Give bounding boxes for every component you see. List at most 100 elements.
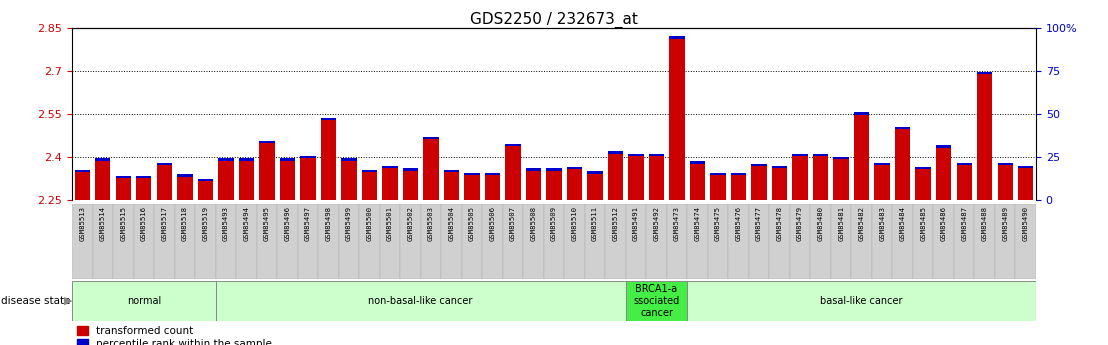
Bar bbox=[628, 154, 644, 200]
FancyBboxPatch shape bbox=[687, 204, 708, 279]
Bar bbox=[874, 163, 890, 200]
Bar bbox=[177, 174, 193, 177]
Bar bbox=[505, 144, 521, 200]
Bar bbox=[731, 173, 747, 200]
Bar bbox=[485, 173, 500, 175]
FancyBboxPatch shape bbox=[585, 204, 605, 279]
FancyBboxPatch shape bbox=[954, 204, 974, 279]
Text: GSM85513: GSM85513 bbox=[80, 206, 85, 241]
Legend: transformed count, percentile rank within the sample: transformed count, percentile rank withi… bbox=[78, 326, 271, 345]
Bar bbox=[915, 167, 931, 200]
Text: GSM85476: GSM85476 bbox=[736, 206, 741, 241]
Bar bbox=[300, 156, 316, 200]
Bar bbox=[915, 167, 931, 169]
Bar bbox=[464, 173, 480, 175]
Bar bbox=[115, 176, 131, 178]
Bar bbox=[895, 127, 911, 200]
FancyBboxPatch shape bbox=[892, 204, 913, 279]
FancyBboxPatch shape bbox=[257, 204, 277, 279]
FancyBboxPatch shape bbox=[216, 281, 626, 321]
Text: GSM85473: GSM85473 bbox=[674, 206, 680, 241]
Bar bbox=[136, 176, 152, 200]
Bar bbox=[464, 173, 480, 200]
Bar bbox=[649, 154, 664, 156]
Bar bbox=[218, 158, 234, 200]
Title: GDS2250 / 232673_at: GDS2250 / 232673_at bbox=[470, 11, 638, 28]
FancyBboxPatch shape bbox=[72, 204, 93, 279]
Text: GSM85479: GSM85479 bbox=[797, 206, 803, 241]
Bar bbox=[587, 171, 603, 200]
Bar bbox=[608, 151, 623, 154]
Bar bbox=[895, 127, 911, 129]
FancyBboxPatch shape bbox=[872, 204, 892, 279]
Bar bbox=[813, 154, 829, 200]
FancyBboxPatch shape bbox=[318, 204, 339, 279]
Bar bbox=[218, 158, 234, 161]
Bar bbox=[279, 158, 295, 200]
Bar bbox=[772, 166, 788, 200]
Bar bbox=[382, 166, 398, 200]
Text: BRCA1-a
ssociated
cancer: BRCA1-a ssociated cancer bbox=[634, 284, 679, 318]
FancyBboxPatch shape bbox=[72, 281, 216, 321]
Bar bbox=[977, 72, 993, 200]
Bar bbox=[341, 158, 357, 161]
FancyBboxPatch shape bbox=[708, 204, 728, 279]
Bar bbox=[341, 158, 357, 200]
Text: disease state: disease state bbox=[1, 296, 71, 306]
FancyBboxPatch shape bbox=[913, 204, 933, 279]
FancyBboxPatch shape bbox=[195, 204, 216, 279]
Text: GSM85495: GSM85495 bbox=[264, 206, 270, 241]
Text: GSM85518: GSM85518 bbox=[182, 206, 188, 241]
Bar bbox=[402, 168, 418, 200]
FancyBboxPatch shape bbox=[646, 204, 667, 279]
Bar bbox=[279, 158, 295, 161]
Bar bbox=[197, 178, 213, 181]
Text: GSM85497: GSM85497 bbox=[305, 206, 311, 241]
Bar bbox=[177, 174, 193, 200]
Text: basal-like cancer: basal-like cancer bbox=[820, 296, 903, 306]
Bar bbox=[423, 137, 439, 200]
Bar bbox=[792, 154, 808, 156]
Bar bbox=[792, 154, 808, 200]
Text: GSM85492: GSM85492 bbox=[654, 206, 659, 241]
FancyBboxPatch shape bbox=[236, 204, 257, 279]
FancyBboxPatch shape bbox=[790, 204, 810, 279]
FancyBboxPatch shape bbox=[974, 204, 995, 279]
Text: GSM85494: GSM85494 bbox=[244, 206, 249, 241]
Text: GSM85506: GSM85506 bbox=[490, 206, 495, 241]
Bar bbox=[238, 158, 254, 200]
Bar bbox=[956, 163, 972, 165]
FancyBboxPatch shape bbox=[769, 204, 790, 279]
Bar bbox=[546, 168, 562, 200]
Text: GSM85515: GSM85515 bbox=[121, 206, 126, 241]
FancyBboxPatch shape bbox=[687, 281, 1036, 321]
Text: non-basal-like cancer: non-basal-like cancer bbox=[369, 296, 473, 306]
FancyBboxPatch shape bbox=[667, 204, 687, 279]
Text: GSM85489: GSM85489 bbox=[1003, 206, 1008, 241]
Bar bbox=[587, 171, 603, 174]
FancyBboxPatch shape bbox=[216, 204, 236, 279]
Bar bbox=[136, 176, 152, 178]
Bar bbox=[259, 141, 275, 144]
Bar bbox=[997, 163, 1013, 200]
Text: GSM85478: GSM85478 bbox=[777, 206, 782, 241]
Bar bbox=[751, 164, 767, 166]
Text: GSM85474: GSM85474 bbox=[695, 206, 700, 241]
FancyBboxPatch shape bbox=[482, 204, 503, 279]
Bar bbox=[997, 163, 1013, 165]
Bar bbox=[402, 168, 418, 171]
Text: GSM85491: GSM85491 bbox=[633, 206, 639, 241]
FancyBboxPatch shape bbox=[523, 204, 544, 279]
Bar bbox=[156, 163, 172, 200]
Text: GSM85510: GSM85510 bbox=[572, 206, 577, 241]
Bar bbox=[526, 168, 541, 171]
Text: GSM85508: GSM85508 bbox=[531, 206, 536, 241]
Text: GSM85486: GSM85486 bbox=[941, 206, 946, 241]
Bar bbox=[567, 167, 582, 200]
Text: GSM85503: GSM85503 bbox=[428, 206, 434, 241]
Text: GSM85502: GSM85502 bbox=[408, 206, 413, 241]
Text: GSM85490: GSM85490 bbox=[1023, 206, 1028, 241]
Bar bbox=[1018, 166, 1034, 200]
FancyBboxPatch shape bbox=[544, 204, 564, 279]
Bar bbox=[505, 144, 521, 146]
